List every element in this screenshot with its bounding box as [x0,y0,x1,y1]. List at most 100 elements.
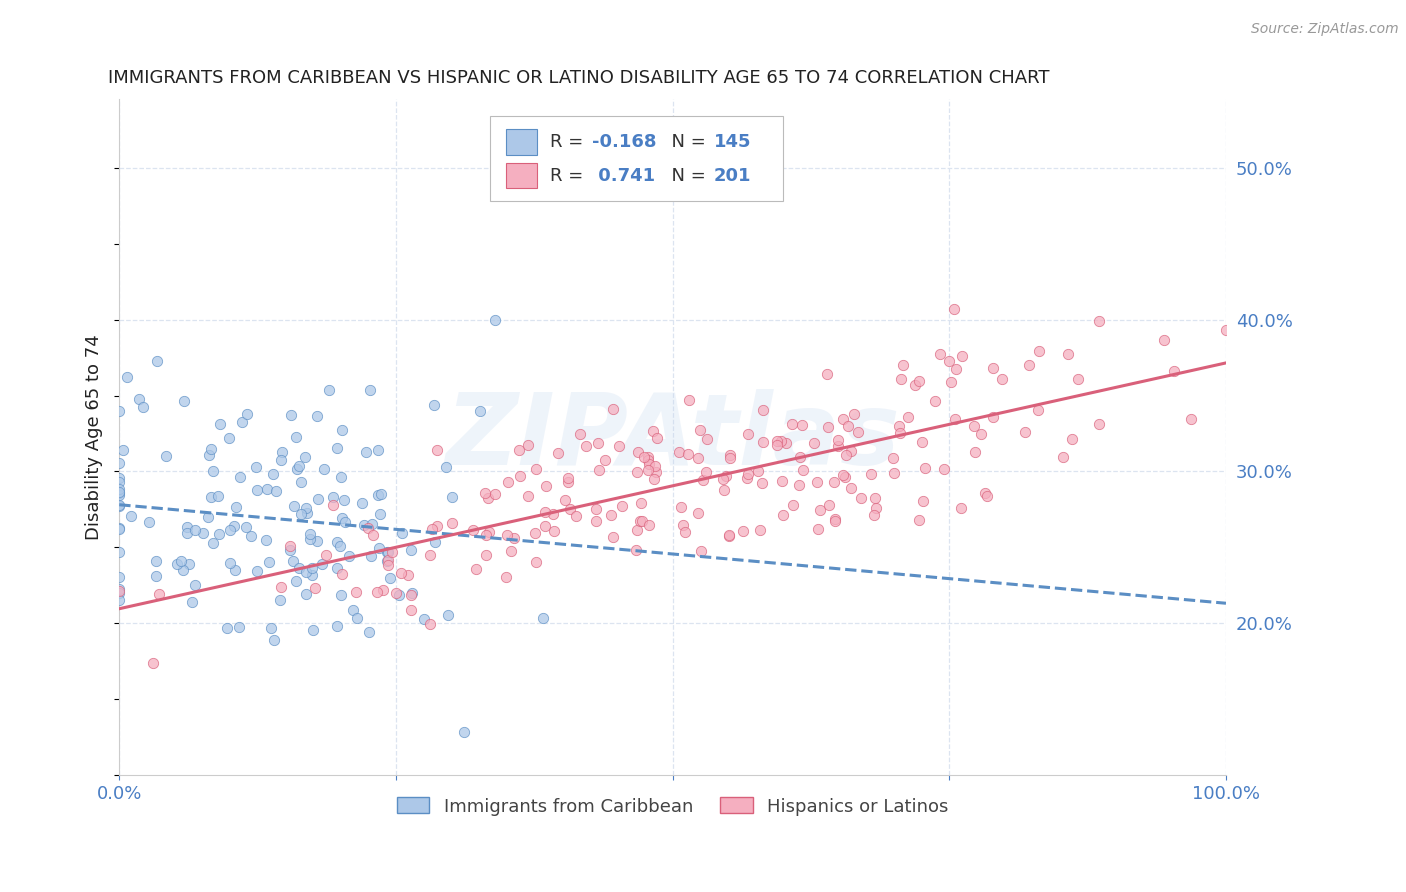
Point [333,515,356,529]
Point [399,588,422,602]
Point [304,582,326,596]
Point [1028,402,1050,417]
Point [748,524,770,538]
Point [842,407,865,421]
Point [751,476,773,491]
Point [264,483,287,498]
Point [565,508,588,523]
Point [943,411,966,425]
Point [524,462,547,476]
Point [246,564,269,578]
Point [294,450,316,464]
Point [607,439,630,453]
Point [108,593,131,607]
Point [295,587,318,601]
Point [631,514,654,528]
Point [120,508,142,523]
Point [208,527,231,541]
Point [803,436,825,450]
Point [839,481,862,495]
Point [108,499,131,513]
Point [891,358,914,372]
Point [426,443,449,458]
Point [108,585,131,599]
Point [737,467,759,482]
Point [911,494,934,508]
Point [299,532,322,546]
Point [412,611,434,625]
Point [177,558,200,572]
Point [628,514,651,528]
Point [508,442,530,457]
Point [1088,314,1111,328]
Point [475,528,498,542]
Point [669,500,692,515]
Point [890,372,912,386]
Point [434,459,457,474]
Point [516,489,538,503]
Point [911,434,934,449]
Point [883,467,905,481]
Point [368,507,391,521]
Point [326,441,349,455]
Point [108,498,131,512]
Point [686,506,709,520]
Point [461,523,484,537]
Point [524,526,547,541]
Point [354,445,377,459]
Point [782,499,804,513]
Text: 201: 201 [714,167,751,185]
Point [281,554,304,568]
Point [610,499,633,513]
Point [312,462,335,476]
Point [298,527,321,541]
Point [209,417,232,432]
Point [568,427,591,442]
Text: 0.741: 0.741 [592,167,655,185]
Point [938,354,960,368]
Point [585,514,607,528]
Text: N =: N = [661,133,711,151]
Point [426,519,449,533]
Point [817,419,839,434]
Point [388,588,411,602]
Point [714,469,737,483]
Point [949,500,972,515]
Point [963,418,986,433]
Point [346,611,368,625]
Point [269,592,291,607]
Point [235,520,257,534]
Point [688,450,710,465]
Point [108,570,131,584]
Point [772,508,794,522]
Point [647,431,669,445]
Point [356,521,378,535]
Point [344,584,367,599]
Point [588,463,610,477]
Point [637,463,659,477]
Point [1067,372,1090,386]
Point [280,543,302,558]
Point [108,404,131,418]
Point [353,518,375,533]
Point [166,558,188,572]
Point [170,554,193,568]
Point [637,452,659,467]
Point [173,393,195,408]
Point [108,583,131,598]
Point [224,518,246,533]
Point [765,434,787,449]
Point [770,474,793,488]
Point [689,424,711,438]
Point [201,464,224,478]
Point [897,409,920,424]
Point [846,425,869,439]
Point [516,438,538,452]
Point [419,617,441,632]
Point [673,525,696,540]
Point [974,485,997,500]
Point [322,498,344,512]
Point [371,583,394,598]
Text: -0.168: -0.168 [592,133,657,151]
Point [1052,450,1074,464]
